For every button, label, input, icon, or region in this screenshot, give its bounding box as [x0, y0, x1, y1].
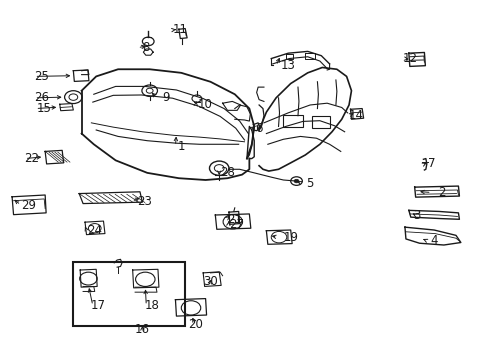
Bar	[311, 116, 329, 128]
Text: 11: 11	[172, 23, 187, 36]
Circle shape	[293, 179, 298, 183]
Text: 23: 23	[137, 195, 152, 208]
Text: 19: 19	[283, 231, 298, 244]
Text: 20: 20	[188, 318, 203, 331]
Text: 8: 8	[142, 41, 150, 54]
Text: 7: 7	[427, 157, 434, 170]
Text: 4: 4	[429, 234, 437, 247]
Text: 6: 6	[255, 122, 262, 135]
Text: 10: 10	[198, 99, 213, 112]
Text: 26: 26	[34, 91, 49, 104]
Text: 15: 15	[36, 102, 51, 115]
Text: 14: 14	[348, 109, 363, 122]
Text: 16: 16	[135, 323, 150, 336]
Text: 22: 22	[24, 152, 40, 165]
Text: 1: 1	[177, 140, 184, 153]
Text: 24: 24	[87, 224, 102, 237]
Text: 13: 13	[280, 59, 295, 72]
Text: 27: 27	[229, 218, 244, 231]
Text: 21: 21	[227, 213, 242, 226]
Text: 5: 5	[306, 177, 313, 190]
Text: 25: 25	[34, 70, 49, 83]
Text: 17: 17	[91, 299, 106, 312]
Text: 18: 18	[144, 299, 159, 312]
Text: 28: 28	[220, 166, 234, 179]
Text: 9: 9	[162, 91, 169, 104]
Bar	[283, 114, 302, 127]
Text: 2: 2	[437, 186, 444, 199]
Text: 29: 29	[20, 198, 36, 212]
Text: 30: 30	[203, 275, 217, 288]
Bar	[73, 262, 185, 326]
Text: 12: 12	[402, 52, 416, 65]
Text: 3: 3	[412, 209, 420, 222]
